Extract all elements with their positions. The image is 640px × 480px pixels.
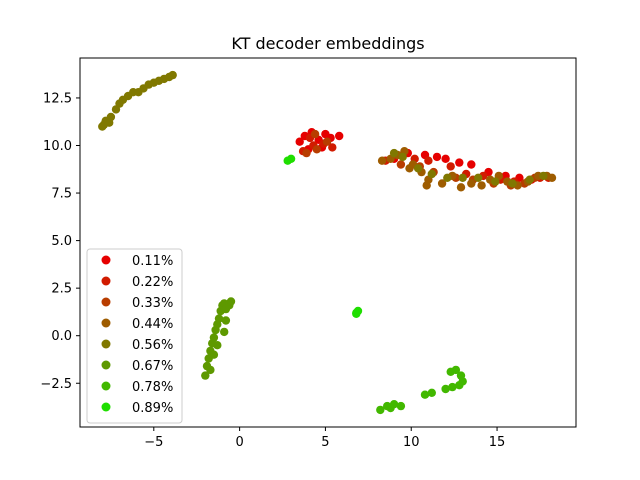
- y-tick-label: 2.5: [51, 282, 72, 297]
- point-s6-3: [396, 401, 406, 411]
- x-tick-label: 0: [235, 435, 243, 450]
- point-s3-7: [437, 179, 447, 188]
- point-s3-21: [405, 164, 414, 173]
- point-s0-12: [455, 158, 464, 167]
- point-s4-20: [413, 164, 423, 173]
- x-tick-label: 10: [403, 435, 420, 450]
- point-s6-4: [386, 403, 395, 413]
- point-s1-7: [446, 162, 455, 171]
- legend-marker: [101, 276, 111, 286]
- y-tick-label: 7.5: [51, 187, 72, 202]
- point-s4-19: [398, 152, 407, 162]
- point-s7-4: [352, 309, 361, 318]
- point-s6-7: [441, 384, 450, 394]
- legend-marker: [101, 318, 111, 328]
- point-s0-6: [335, 131, 344, 141]
- point-s4-4: [99, 120, 109, 129]
- legend-marker: [101, 255, 111, 265]
- point-s7-1: [286, 154, 296, 163]
- point-s1-3: [328, 143, 337, 152]
- point-s1-6: [424, 156, 433, 165]
- point-s4-26: [508, 179, 517, 188]
- x-tick-label: −5: [144, 435, 163, 450]
- point-s6-13: [451, 365, 461, 375]
- point-s4-23: [458, 173, 467, 182]
- point-s6-6: [427, 388, 436, 397]
- plot-frame: [79, 57, 577, 428]
- points-layer: [98, 70, 557, 415]
- legend-label: 0.56%: [132, 338, 173, 353]
- x-tick-label: 15: [489, 435, 506, 450]
- point-s5-0: [201, 371, 210, 380]
- point-s0-13: [467, 160, 476, 169]
- point-s2-1: [312, 145, 321, 154]
- legend-label: 0.11%: [132, 254, 173, 269]
- y-tick-label: −2.5: [40, 377, 72, 392]
- point-s2-0: [302, 148, 311, 158]
- legend-label: 0.78%: [132, 380, 173, 395]
- legend-marker: [101, 297, 111, 307]
- point-s4-27: [525, 175, 534, 184]
- legend: 0.11% 0.22% 0.33% 0.44% 0.56% 0.67% 0.78% 0.89%: [86, 248, 183, 424]
- point-s4-24: [474, 173, 483, 182]
- y-tick-label: 10.0: [43, 139, 72, 154]
- legend-label: 0.89%: [132, 401, 173, 416]
- point-s0-10: [432, 152, 442, 162]
- point-s5-14: [226, 297, 236, 306]
- point-s5-8: [214, 314, 224, 323]
- point-s5-18: [220, 327, 229, 337]
- point-s3-20: [422, 181, 431, 190]
- y-axis: −2.5 0.0 2.5 5.0 7.5 10.0 12.5: [40, 91, 80, 392]
- point-s4-17: [168, 70, 177, 80]
- point-s3-9: [456, 183, 466, 192]
- point-s6-5: [420, 390, 430, 399]
- point-s3-10: [467, 179, 476, 188]
- point-s5-17: [213, 341, 222, 350]
- point-s5-16: [209, 350, 219, 359]
- point-s4-18: [389, 148, 399, 158]
- point-s0-0: [295, 137, 304, 146]
- point-s5-19: [221, 316, 231, 325]
- legend-marker: [101, 381, 111, 391]
- point-s3-0: [377, 156, 387, 165]
- legend-box: [86, 248, 183, 424]
- legend-label: 0.22%: [132, 275, 173, 290]
- point-s3-19: [547, 173, 557, 182]
- point-s2-2: [322, 137, 332, 146]
- legend-marker: [101, 402, 111, 412]
- point-s6-0: [376, 405, 385, 415]
- point-s4-3: [106, 112, 116, 122]
- point-s6-8: [448, 382, 457, 392]
- point-s6-11: [456, 371, 466, 380]
- x-tick-label: 5: [321, 435, 329, 450]
- point-s2-4: [396, 160, 406, 169]
- legend-label: 0.44%: [132, 317, 173, 332]
- y-tick-label: 0.0: [51, 329, 72, 344]
- legend-marker: [101, 339, 111, 349]
- legend-label: 0.33%: [132, 296, 173, 311]
- point-s4-21: [427, 169, 436, 179]
- point-s2-3: [310, 129, 320, 139]
- y-tick-label: 12.5: [43, 91, 72, 106]
- x-axis: −5 0 5 10 15: [144, 427, 505, 450]
- point-s3-11: [477, 181, 486, 190]
- legend-marker: [101, 360, 111, 370]
- point-s4-25: [491, 177, 500, 186]
- point-s5-5: [209, 333, 219, 342]
- point-s5-15: [206, 365, 215, 375]
- y-tick-label: 5.0: [51, 234, 72, 249]
- point-s4-28: [539, 171, 548, 181]
- point-s0-11: [441, 154, 450, 163]
- legend-label: 0.67%: [132, 359, 173, 374]
- point-s4-22: [443, 173, 452, 182]
- chart-title: KT decoder embeddings: [231, 34, 424, 53]
